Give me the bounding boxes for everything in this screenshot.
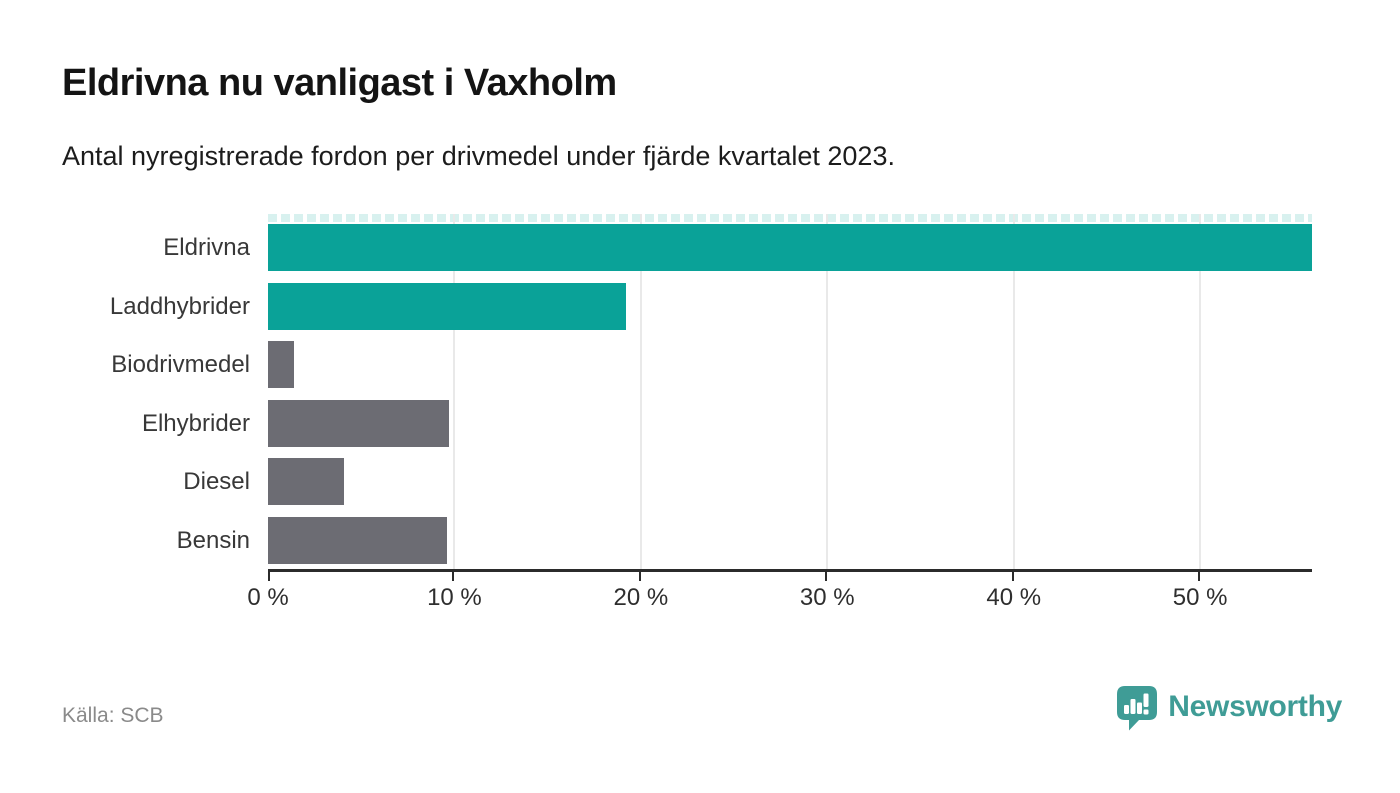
x-tick-label-20: 20 % bbox=[613, 584, 669, 611]
minor-tick-strip bbox=[268, 214, 1312, 222]
bar-laddhybrider bbox=[268, 282, 626, 330]
x-tick-label-50: 50 % bbox=[1172, 584, 1228, 611]
x-tick-label-40: 40 % bbox=[986, 584, 1042, 611]
x-axis-tick-50 bbox=[1198, 572, 1201, 581]
x-tick-label-30: 30 % bbox=[799, 584, 855, 611]
bar-diesel bbox=[268, 458, 345, 506]
chart-subtitle: Antal nyregistrerade fordon per drivmede… bbox=[62, 141, 895, 171]
gridline-10 bbox=[453, 214, 456, 569]
x-axis-tick-10 bbox=[452, 572, 455, 581]
bar-elhybrider bbox=[268, 399, 449, 447]
category-axis-labels: Eldrivna Laddhybrider Biodrivmedel Elhybrid… bbox=[0, 214, 250, 572]
bar-bensin bbox=[268, 517, 447, 564]
category-label-diesel: Diesel bbox=[183, 468, 250, 496]
category-label-elhybrider: Elhybrider bbox=[141, 409, 250, 437]
gridline-40 bbox=[1012, 214, 1015, 569]
x-axis-tick-30 bbox=[825, 572, 828, 581]
category-label-biodrivmedel: Biodrivmedel bbox=[111, 351, 250, 379]
category-label-laddhybrider: Laddhybrider bbox=[109, 292, 250, 320]
bar-biodrivmedel bbox=[268, 341, 295, 389]
gridline-20 bbox=[639, 214, 642, 569]
category-label-eldrivna: Eldrivna bbox=[163, 234, 250, 261]
bar-eldrivna bbox=[268, 224, 1312, 271]
gridline-50 bbox=[1199, 214, 1202, 569]
newsworthy-logo[interactable]: Newsworthy bbox=[1117, 686, 1342, 734]
x-axis-tick-40 bbox=[1011, 572, 1014, 581]
x-tick-label-0: 0 % bbox=[247, 584, 289, 611]
newsworthy-wordmark: Newsworthy bbox=[1168, 690, 1342, 723]
x-axis-tick-20 bbox=[638, 572, 641, 581]
newsworthy-speech-bubble-chart-icon bbox=[1117, 686, 1158, 731]
gridline-30 bbox=[826, 214, 829, 569]
source-label: Källa: SCB bbox=[62, 704, 164, 727]
chart-title: Eldrivna nu vanligast i Vaxholm bbox=[62, 62, 617, 104]
x-axis-tick-0 bbox=[268, 572, 270, 581]
bar-chart-plot-area: 0 % 10 % 20 % 30 % 40 % 50 % bbox=[247, 214, 1312, 611]
category-label-bensin: Bensin bbox=[176, 527, 250, 554]
x-axis-line bbox=[268, 569, 1312, 572]
x-tick-label-10: 10 % bbox=[427, 584, 482, 611]
